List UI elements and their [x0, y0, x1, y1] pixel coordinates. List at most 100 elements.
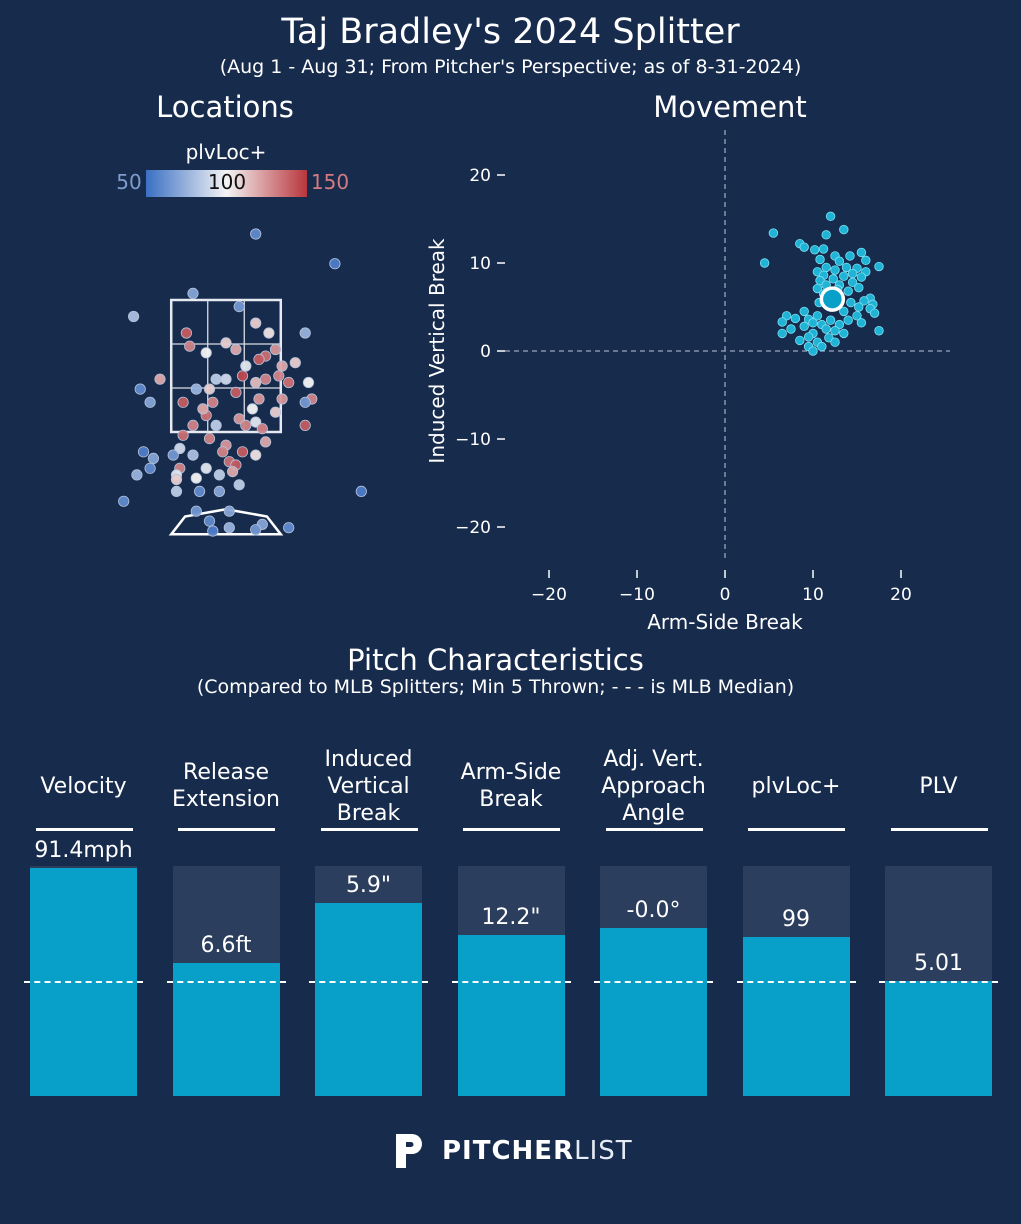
- location-point: [194, 485, 206, 497]
- location-point: [299, 396, 311, 408]
- home-plate: [168, 507, 284, 536]
- metric-underline: [178, 828, 275, 831]
- movement-point: [803, 332, 814, 342]
- x-tick-label: 10: [802, 585, 824, 605]
- location-point: [240, 419, 252, 431]
- colorbar-max-label: 150: [310, 170, 350, 194]
- mlb-median-line: [736, 981, 856, 983]
- movement-point: [856, 318, 867, 328]
- location-point: [190, 472, 202, 484]
- location-point: [223, 522, 235, 534]
- location-point: [217, 446, 229, 458]
- movement-point: [839, 306, 849, 317]
- location-point: [250, 228, 262, 240]
- movement-point: [828, 274, 838, 284]
- movement-point: [852, 311, 862, 321]
- location-point: [118, 495, 130, 507]
- metric-bar-fill: [885, 981, 992, 1096]
- mlb-median-line: [166, 981, 286, 983]
- metric-value: 5.9": [345, 872, 392, 898]
- location-point: [203, 433, 216, 445]
- location-point: [213, 469, 226, 481]
- location-point: [137, 446, 150, 458]
- y-tick-label: 20: [469, 166, 491, 186]
- y-tick-label: 0: [480, 342, 491, 362]
- x-tick-label: 0: [720, 585, 731, 605]
- colorbar-min-label: 50: [116, 170, 142, 194]
- movement-point: [825, 315, 836, 325]
- movement-point: [839, 271, 849, 281]
- metric-label: Adj. Vert. Approach Angle: [601, 746, 706, 826]
- metric-bar-background: [885, 866, 992, 1096]
- average-movement-marker: [819, 286, 846, 312]
- location-point: [187, 287, 199, 300]
- movement-point: [786, 324, 796, 334]
- location-point: [174, 442, 186, 455]
- characteristics-title: Pitch Characteristics: [347, 643, 644, 677]
- movement-point: [812, 311, 823, 321]
- location-point: [236, 370, 249, 382]
- x-tick-label: −20: [531, 585, 567, 605]
- location-point: [233, 301, 245, 313]
- movement-point: [821, 324, 831, 334]
- movement-point: [830, 265, 840, 275]
- movement-point: [854, 282, 864, 293]
- location-point: [134, 383, 146, 395]
- movement-point: [808, 318, 818, 328]
- location-point: [177, 429, 189, 441]
- movement-point: [834, 256, 845, 266]
- metric-bar-fill: [600, 928, 707, 1096]
- movement-point: [843, 315, 853, 325]
- location-point: [213, 485, 226, 497]
- metric-label: Induced Vertical Break: [324, 746, 413, 826]
- location-point: [240, 360, 252, 372]
- location-point: [203, 515, 216, 527]
- strike-zone: [169, 298, 283, 434]
- brand-light: LIST: [574, 1136, 633, 1166]
- metric-value: 5.01: [914, 951, 963, 976]
- location-point: [233, 413, 245, 425]
- location-point: [220, 373, 232, 385]
- movement-point: [795, 335, 805, 346]
- metric-value: 6.6ft: [200, 932, 252, 958]
- metric-underline: [890, 828, 988, 831]
- metric-bar-background: [315, 866, 422, 1096]
- location-point: [276, 393, 288, 405]
- metric-underline: [35, 828, 133, 831]
- metric-underline: [463, 828, 560, 831]
- metric-bar-background: [30, 866, 137, 1096]
- movement-point: [843, 286, 853, 296]
- location-point: [207, 525, 219, 537]
- location-point: [250, 317, 262, 329]
- y-axis-label: Induced Vertical Break: [425, 238, 449, 464]
- metric-bar-fill: [742, 937, 850, 1096]
- location-point: [273, 370, 285, 382]
- location-point: [289, 357, 301, 369]
- movement-point: [874, 261, 884, 272]
- metric-label: plvLoc+: [751, 773, 841, 799]
- location-point: [230, 343, 242, 356]
- location-point: [250, 524, 262, 536]
- mlb-median-line: [24, 981, 143, 983]
- movement-point: [869, 308, 880, 318]
- metric-bar-fill: [457, 935, 565, 1096]
- location-point: [210, 373, 222, 385]
- location-point: [246, 403, 258, 415]
- pitcherlist-logo: PITCHERLIST: [392, 1128, 633, 1174]
- location-point: [299, 419, 311, 431]
- metric-value: -0.0°: [626, 898, 681, 924]
- movement-point: [874, 326, 884, 336]
- location-point: [233, 479, 245, 491]
- movement-point: [790, 313, 801, 324]
- movement-point: [777, 317, 787, 327]
- chart-subtitle: (Aug 1 - Aug 31; From Pitcher's Perspect…: [219, 56, 802, 78]
- y-tick-label: 10: [469, 254, 491, 274]
- movement-point: [854, 302, 864, 312]
- location-point: [187, 449, 199, 461]
- location-point: [269, 406, 282, 418]
- movement-point: [856, 272, 867, 282]
- movement-point: [830, 337, 840, 347]
- location-point: [128, 310, 140, 323]
- metric-bar-background: [742, 866, 850, 1096]
- location-point: [170, 485, 183, 497]
